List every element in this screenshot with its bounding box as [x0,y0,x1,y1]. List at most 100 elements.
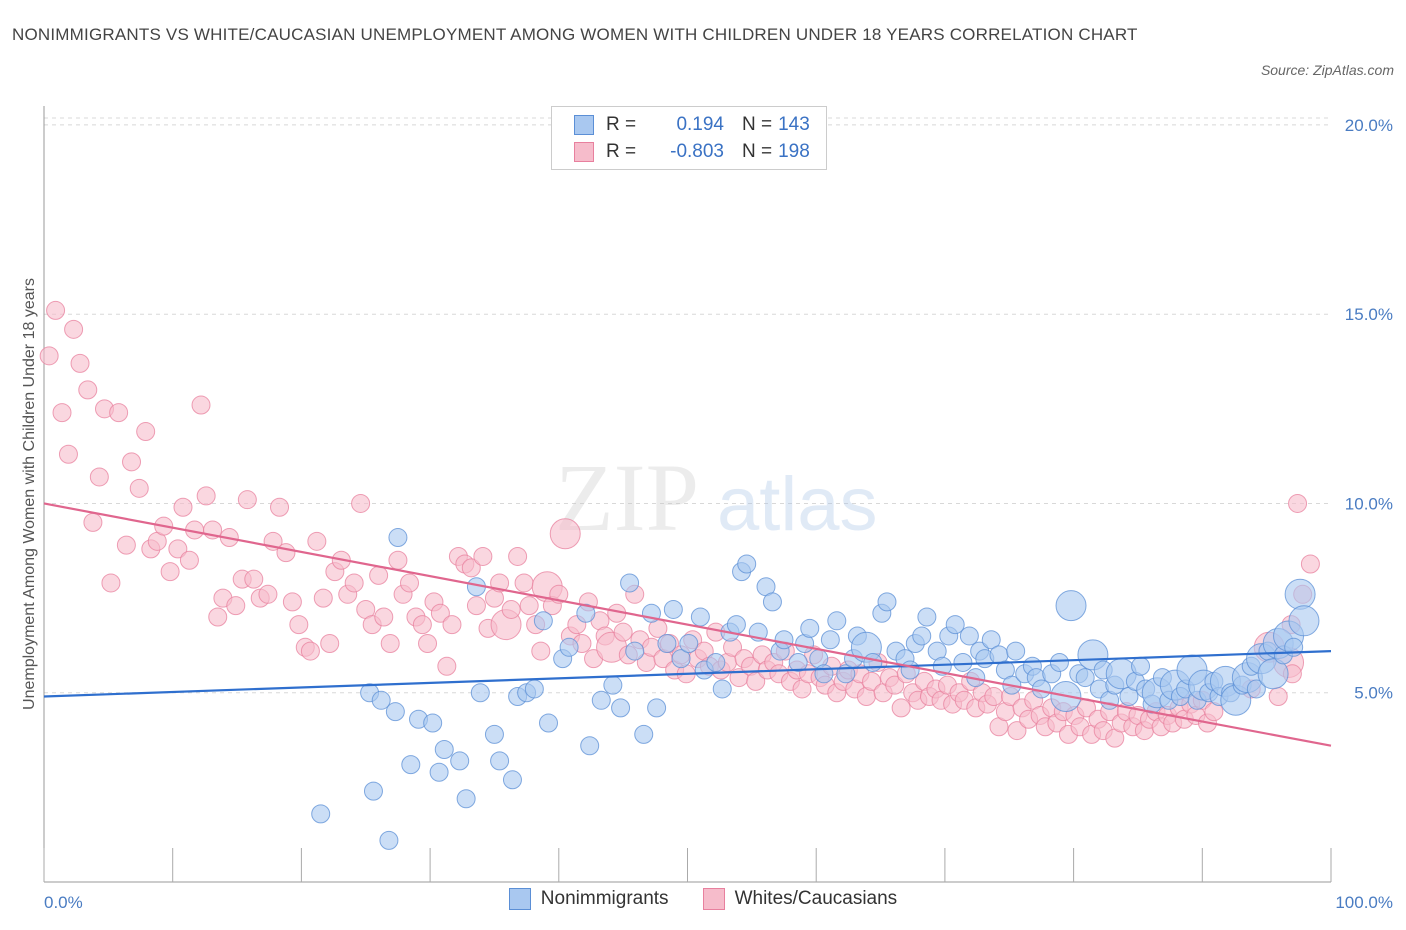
legend-swatch-nonimmigrants [508,888,531,910]
whites-point [307,531,327,551]
nonimmigrants-point [762,592,782,612]
whites-point [320,634,340,654]
nonimmigrants-point [1055,590,1087,622]
legend-r-label: R = [606,141,637,162]
nonimmigrants-point [576,603,596,623]
nonimmigrants-point [603,675,623,695]
nonimmigrants-point [1006,641,1026,661]
whites-point [129,478,149,498]
series-legend: Nonimmigrants Whites/Caucasians [0,888,1406,910]
whites-point [70,353,90,373]
whites-point [514,573,534,593]
nonimmigrants-point [470,683,490,703]
legend-swatch-blue [574,115,594,135]
whites-point [418,634,438,654]
whites-point [258,584,278,604]
watermark: ZIP atlas [555,444,878,551]
whites-point [270,497,290,517]
whites-point [244,569,264,589]
whites-point [508,546,528,566]
whites-point [1007,721,1027,741]
whites-point [191,395,211,415]
legend-row-whites: R = -0.803 N = 198 [574,139,810,165]
nonimmigrants-point [533,611,553,631]
nonimmigrants-point [539,713,559,733]
whites-point [1268,687,1288,707]
nonimmigrants-point [679,634,699,654]
whites-point [473,546,493,566]
nonimmigrants-point [429,762,449,782]
whites-point [374,607,394,627]
nonimmigrants-point [1131,656,1151,676]
whites-point [226,596,246,616]
nonimmigrants-point [814,664,834,684]
whites-point [173,497,193,517]
nonimmigrants-point [1075,668,1095,688]
whites-point [289,615,309,635]
y-tick-label: 5.0% [1354,684,1393,703]
nonimmigrants-point [900,660,920,680]
nonimmigrants-point [363,781,383,801]
nonimmigrants-point [788,652,808,672]
nonimmigrants-point [712,679,732,699]
nonimmigrants-point [671,649,691,669]
whites-point [136,422,156,442]
whites-point [208,607,228,627]
nonimmigrants-point [863,652,883,672]
nonimmigrants-point [1257,658,1289,690]
legend-r-label: R = [606,114,637,135]
legend-n-label: N = [742,114,773,135]
whites-point [101,573,121,593]
nonimmigrants-point [484,724,504,744]
legend-label-nonimmigrants: Nonimmigrants [540,888,669,909]
nonimmigrants-point [371,690,391,710]
chart-title: NONIMMIGRANTS VS WHITE/CAUCASIAN UNEMPLO… [12,25,1138,44]
nonimmigrants-point [953,652,973,672]
whites-point [466,596,486,616]
nonimmigrants-point [388,528,408,548]
nonimmigrants-point [663,599,683,619]
whites-point [519,596,539,616]
whites-point [313,588,333,608]
nonimmigrants-point [1049,652,1069,672]
nonimmigrants-point [385,702,405,722]
nonimmigrants-point [379,830,399,850]
whites-point [168,539,188,559]
nonimmigrants-point [726,615,746,635]
nonimmigrants-point [620,573,640,593]
nonimmigrants-point [981,630,1001,650]
nonimmigrants-point [423,713,443,733]
x-tick-label-max: 100.0% [1335,893,1393,912]
y-tick-label: 10.0% [1345,494,1393,513]
nonimmigrants-point [490,751,510,771]
whites-point [501,599,521,619]
nonimmigrants-point [945,615,965,635]
whites-point [531,641,551,661]
nonimmigrants-point [456,789,476,809]
nonimmigrants-point [737,554,757,574]
whites-point [549,518,581,550]
nonimmigrants-point [877,592,897,612]
legend-swatch-pink [574,142,594,162]
y-tick-label: 15.0% [1345,305,1393,324]
nonimmigrants-point [611,698,631,718]
nonimmigrants-point [1246,679,1266,699]
whites-point [58,444,78,464]
whites-point [109,403,129,423]
y-axis-label: Unemployment Among Women with Children U… [21,278,38,710]
whites-point [862,671,882,691]
whites-point [89,467,109,487]
whites-point [442,615,462,635]
nonimmigrants-point [800,618,820,638]
nonimmigrants-point [647,698,667,718]
y-tick-label: 20.0% [1345,116,1393,135]
whites-point [39,346,59,366]
whites-point [237,490,257,510]
whites-point [437,656,457,676]
whites-point [78,380,98,400]
nonimmigrants-point [1288,605,1320,637]
whites-point [1300,554,1320,574]
whites-point [412,615,432,635]
nonimmigrants-point [657,634,677,654]
whites-point [276,543,296,563]
